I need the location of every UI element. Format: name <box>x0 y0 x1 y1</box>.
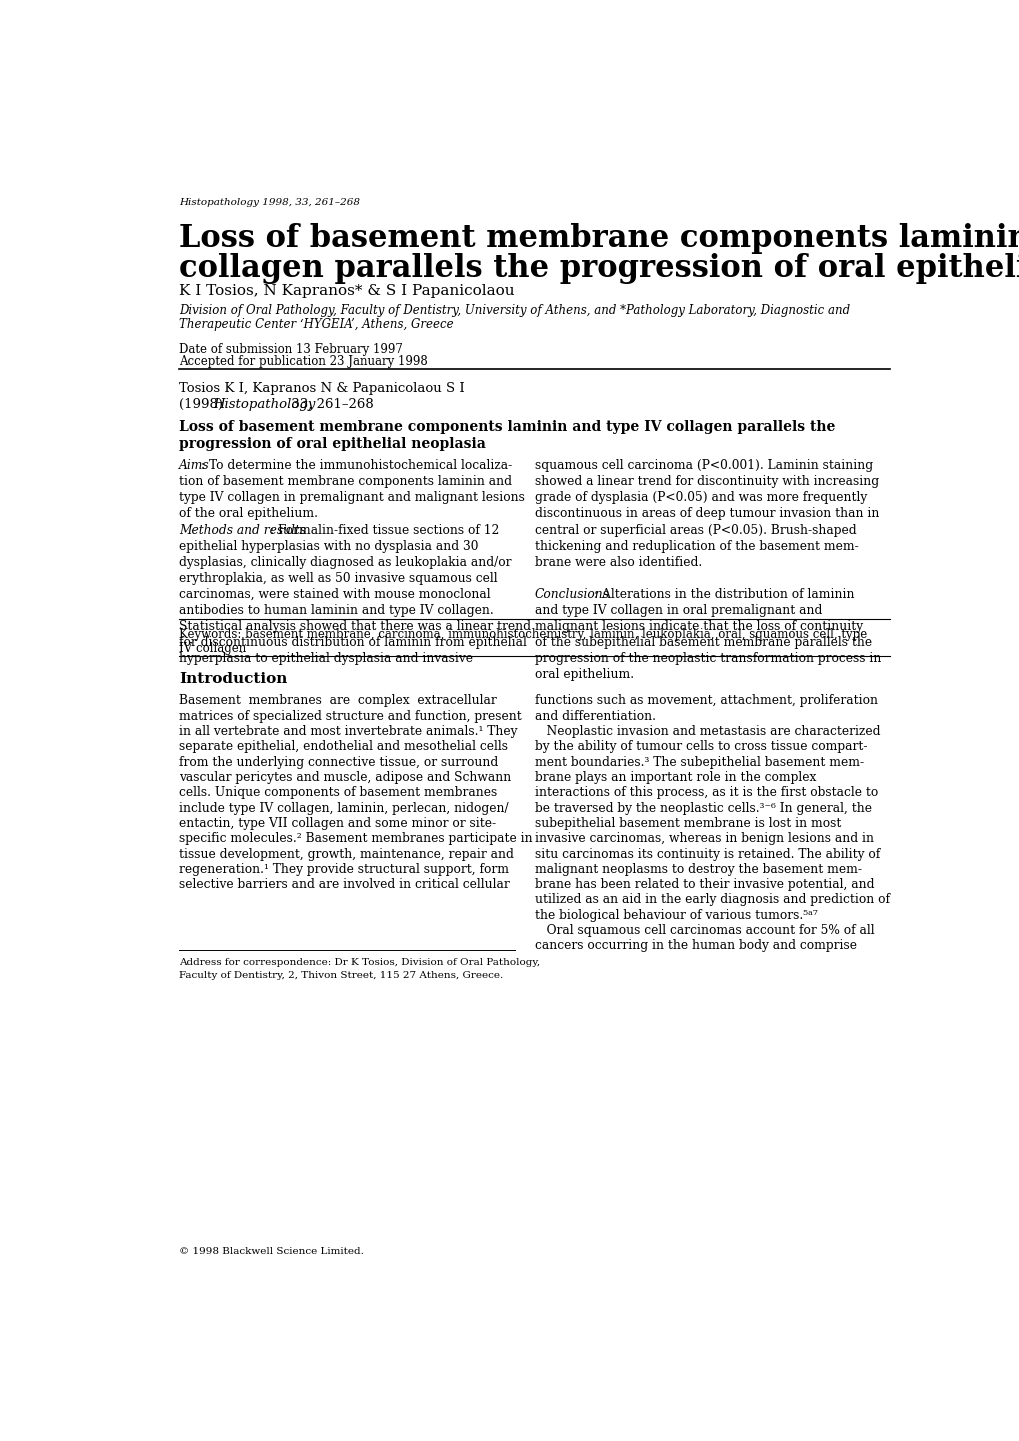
Text: of the oral epithelium.: of the oral epithelium. <box>178 507 318 520</box>
Text: interactions of this process, as it is the first obstacle to: interactions of this process, as it is t… <box>534 787 877 800</box>
Text: malignant lesions indicate that the loss of continuity: malignant lesions indicate that the loss… <box>534 620 862 633</box>
Text: Oral squamous cell carcinomas account for 5% of all: Oral squamous cell carcinomas account fo… <box>534 924 873 937</box>
Text: Aims: Aims <box>178 460 209 473</box>
Text: brane has been related to their invasive potential, and: brane has been related to their invasive… <box>534 878 873 891</box>
Text: regeneration.¹ They provide structural support, form: regeneration.¹ They provide structural s… <box>178 863 508 876</box>
Text: from the underlying connective tissue, or surround: from the underlying connective tissue, o… <box>178 755 497 768</box>
Text: ment boundaries.³ The subepithelial basement mem-: ment boundaries.³ The subepithelial base… <box>534 755 863 768</box>
Text: vascular pericytes and muscle, adipose and Schwann: vascular pericytes and muscle, adipose a… <box>178 771 511 784</box>
Text: © 1998 Blackwell Science Limited.: © 1998 Blackwell Science Limited. <box>178 1246 364 1257</box>
Text: progression of oral epithelial neoplasia: progression of oral epithelial neoplasia <box>178 437 485 451</box>
Text: grade of dysplasia (P<0.05) and was more frequently: grade of dysplasia (P<0.05) and was more… <box>534 491 866 504</box>
Text: Histopathology: Histopathology <box>213 398 315 411</box>
Text: brane plays an important role in the complex: brane plays an important role in the com… <box>534 771 815 784</box>
Text: invasive carcinomas, whereas in benign lesions and in: invasive carcinomas, whereas in benign l… <box>534 833 872 846</box>
Text: (1998): (1998) <box>178 398 227 411</box>
Text: Date of submission 13 February 1997: Date of submission 13 February 1997 <box>178 343 403 356</box>
Text: tion of basement membrane components laminin and: tion of basement membrane components lam… <box>178 476 512 488</box>
Text: Loss of basement membrane components laminin and type IV: Loss of basement membrane components lam… <box>178 223 1019 254</box>
Text: the biological behaviour of various tumors.⁵ᵃ⁷: the biological behaviour of various tumo… <box>534 909 816 922</box>
Text: functions such as movement, attachment, proliferation: functions such as movement, attachment, … <box>534 695 876 708</box>
Text: hyperplasia to epithelial dysplasia and invasive: hyperplasia to epithelial dysplasia and … <box>178 653 473 666</box>
Text: Statistical analysis showed that there was a linear trend: Statistical analysis showed that there w… <box>178 620 530 633</box>
Text: Conclusions: Conclusions <box>534 588 609 601</box>
Text: IV collagen: IV collagen <box>178 643 246 656</box>
Text: situ carcinomas its continuity is retained. The ability of: situ carcinomas its continuity is retain… <box>534 847 879 860</box>
Text: Division of Oral Pathology, Faculty of Dentistry, University of Athens, and *Pat: Division of Oral Pathology, Faculty of D… <box>178 304 849 317</box>
Text: Keywords: basement membrane, carcinoma, immunohistochemistry, laminin, leukoplak: Keywords: basement membrane, carcinoma, … <box>178 628 866 641</box>
Text: collagen parallels the progression of oral epithelial neoplasia: collagen parallels the progression of or… <box>178 252 1019 284</box>
Text: separate epithelial, endothelial and mesothelial cells: separate epithelial, endothelial and mes… <box>178 741 507 754</box>
Text: Introduction: Introduction <box>178 672 287 686</box>
Text: oral epithelium.: oral epithelium. <box>534 669 633 682</box>
Text: thickening and reduplication of the basement mem-: thickening and reduplication of the base… <box>534 539 858 553</box>
Text: in all vertebrate and most invertebrate animals.¹ They: in all vertebrate and most invertebrate … <box>178 725 517 738</box>
Text: for discontinuous distribution of laminin from epithelial: for discontinuous distribution of lamini… <box>178 635 526 648</box>
Text: Neoplastic invasion and metastasis are characterized: Neoplastic invasion and metastasis are c… <box>534 725 879 738</box>
Text: cancers occurring in the human body and comprise: cancers occurring in the human body and … <box>534 940 856 953</box>
Text: : To determine the immunohistochemical localiza-: : To determine the immunohistochemical l… <box>201 460 512 473</box>
Text: Faculty of Dentistry, 2, Thivon Street, 115 27 Athens, Greece.: Faculty of Dentistry, 2, Thivon Street, … <box>178 971 502 980</box>
Text: of the subepithelial basement membrane parallels the: of the subepithelial basement membrane p… <box>534 635 871 648</box>
Text: be traversed by the neoplastic cells.³⁻⁶ In general, the: be traversed by the neoplastic cells.³⁻⁶… <box>534 801 871 814</box>
Text: specific molecules.² Basement membranes participate in: specific molecules.² Basement membranes … <box>178 833 532 846</box>
Text: dysplasias, clinically diagnosed as leukoplakia and/or: dysplasias, clinically diagnosed as leuk… <box>178 556 511 569</box>
Text: Histopathology 1998, 33, 261–268: Histopathology 1998, 33, 261–268 <box>178 199 360 208</box>
Text: and differentiation.: and differentiation. <box>534 710 655 723</box>
Text: and type IV collagen in oral premalignant and: and type IV collagen in oral premalignan… <box>534 604 821 617</box>
Text: subepithelial basement membrane is lost in most: subepithelial basement membrane is lost … <box>534 817 840 830</box>
Text: entactin, type VII collagen and some minor or site-: entactin, type VII collagen and some min… <box>178 817 495 830</box>
Text: type IV collagen in premalignant and malignant lesions: type IV collagen in premalignant and mal… <box>178 491 524 504</box>
Text: squamous cell carcinoma (P<0.001). Laminin staining: squamous cell carcinoma (P<0.001). Lamin… <box>534 460 872 473</box>
Text: brane were also identified.: brane were also identified. <box>534 556 701 569</box>
Text: Tosios K I, Kapranos N & Papanicolaou S I: Tosios K I, Kapranos N & Papanicolaou S … <box>178 382 465 395</box>
Text: : Alterations in the distribution of laminin: : Alterations in the distribution of lam… <box>593 588 854 601</box>
Text: Therapeutic Center ‘HYGEIA’, Athens, Greece: Therapeutic Center ‘HYGEIA’, Athens, Gre… <box>178 318 453 331</box>
Text: Basement  membranes  are  complex  extracellular: Basement membranes are complex extracell… <box>178 695 496 708</box>
Text: progression of the neoplastic transformation process in: progression of the neoplastic transforma… <box>534 653 880 666</box>
Text: Accepted for publication 23 January 1998: Accepted for publication 23 January 1998 <box>178 354 427 367</box>
Text: include type IV collagen, laminin, perlecan, nidogen/: include type IV collagen, laminin, perle… <box>178 801 508 814</box>
Text: K I Tosios, N Kapranos* & S I Papanicolaou: K I Tosios, N Kapranos* & S I Papanicola… <box>178 284 514 298</box>
Text: antibodies to human laminin and type IV collagen.: antibodies to human laminin and type IV … <box>178 604 493 617</box>
Text: Loss of basement membrane components laminin and type IV collagen parallels the: Loss of basement membrane components lam… <box>178 421 835 434</box>
Text: Methods and results: Methods and results <box>178 523 306 536</box>
Text: discontinuous in areas of deep tumour invasion than in: discontinuous in areas of deep tumour in… <box>534 507 878 520</box>
Text: epithelial hyperplasias with no dysplasia and 30: epithelial hyperplasias with no dysplasi… <box>178 539 478 553</box>
Text: matrices of specialized structure and function, present: matrices of specialized structure and fu… <box>178 710 521 723</box>
Text: by the ability of tumour cells to cross tissue compart-: by the ability of tumour cells to cross … <box>534 741 866 754</box>
Text: erythroplakia, as well as 50 invasive squamous cell: erythroplakia, as well as 50 invasive sq… <box>178 572 497 585</box>
Text: carcinomas, were stained with mouse monoclonal: carcinomas, were stained with mouse mono… <box>178 588 490 601</box>
Text: utilized as an aid in the early diagnosis and prediction of: utilized as an aid in the early diagnosi… <box>534 893 889 906</box>
Text: cells. Unique components of basement membranes: cells. Unique components of basement mem… <box>178 787 496 800</box>
Text: : Formalin-fixed tissue sections of 12: : Formalin-fixed tissue sections of 12 <box>269 523 498 536</box>
Text: selective barriers and are involved in critical cellular: selective barriers and are involved in c… <box>178 878 510 891</box>
Text: 33, 261–268: 33, 261–268 <box>287 398 374 411</box>
Text: central or superficial areas (P<0.05). Brush-shaped: central or superficial areas (P<0.05). B… <box>534 523 855 536</box>
Text: malignant neoplasms to destroy the basement mem-: malignant neoplasms to destroy the basem… <box>534 863 861 876</box>
Text: showed a linear trend for discontinuity with increasing: showed a linear trend for discontinuity … <box>534 476 878 488</box>
Text: tissue development, growth, maintenance, repair and: tissue development, growth, maintenance,… <box>178 847 514 860</box>
Text: Address for correspondence: Dr K Tosios, Division of Oral Pathology,: Address for correspondence: Dr K Tosios,… <box>178 958 539 967</box>
